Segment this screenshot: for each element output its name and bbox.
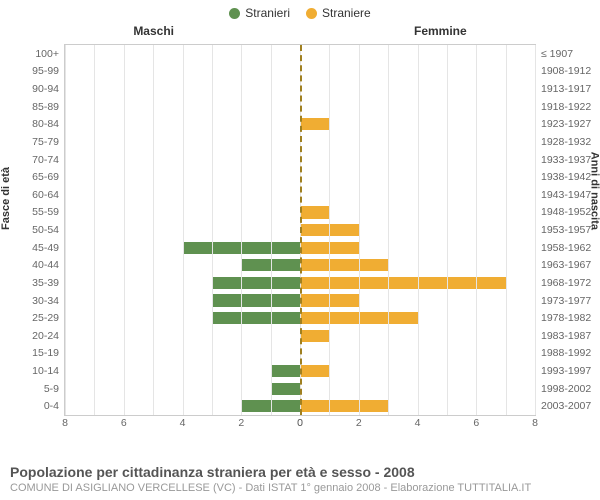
y-tick-right: 1933-1937 bbox=[535, 154, 597, 166]
legend-swatch-male bbox=[229, 8, 240, 19]
y-tick-right: 1988-1992 bbox=[535, 347, 597, 359]
y-tick-right: 1973-1977 bbox=[535, 295, 597, 307]
x-tick: 6 bbox=[121, 417, 127, 429]
y-tick-left: 45-49 bbox=[7, 242, 65, 254]
legend-swatch-female bbox=[306, 8, 317, 19]
gridline-v bbox=[447, 45, 448, 415]
y-tick-left: 65-69 bbox=[7, 171, 65, 183]
bar-male bbox=[271, 365, 300, 377]
gridline-v bbox=[271, 45, 272, 415]
y-tick-right: 1943-1947 bbox=[535, 189, 597, 201]
y-tick-right: 1928-1932 bbox=[535, 136, 597, 148]
y-tick-right: 1983-1987 bbox=[535, 330, 597, 342]
y-tick-left: 35-39 bbox=[7, 277, 65, 289]
plot-area: 100+≤ 190795-991908-191290-941913-191785… bbox=[64, 44, 536, 416]
y-tick-left: 20-24 bbox=[7, 330, 65, 342]
x-tick: 6 bbox=[473, 417, 479, 429]
y-tick-left: 100+ bbox=[7, 48, 65, 60]
y-tick-left: 30-34 bbox=[7, 295, 65, 307]
chart-area: Maschi Femmine Fasce di età Anni di nasc… bbox=[0, 20, 600, 440]
x-tick: 4 bbox=[415, 417, 421, 429]
y-tick-right: 1963-1967 bbox=[535, 259, 597, 271]
y-tick-right: 1908-1912 bbox=[535, 65, 597, 77]
y-tick-right: 1958-1962 bbox=[535, 242, 597, 254]
gridline-v bbox=[359, 45, 360, 415]
y-tick-left: 0-4 bbox=[7, 400, 65, 412]
y-tick-right: 1993-1997 bbox=[535, 365, 597, 377]
footer: Popolazione per cittadinanza straniera p… bbox=[10, 464, 590, 494]
y-tick-left: 55-59 bbox=[7, 206, 65, 218]
y-tick-left: 50-54 bbox=[7, 224, 65, 236]
y-tick-left: 10-14 bbox=[7, 365, 65, 377]
gridline-v bbox=[65, 45, 66, 415]
bar-female bbox=[300, 330, 329, 342]
legend-item-male: Stranieri bbox=[229, 6, 290, 20]
gridline-v bbox=[183, 45, 184, 415]
y-tick-left: 90-94 bbox=[7, 83, 65, 95]
x-axis: 8642002468 bbox=[65, 415, 535, 435]
legend: Stranieri Straniere bbox=[0, 0, 600, 20]
y-tick-right: 1913-1917 bbox=[535, 83, 597, 95]
gridline-v bbox=[506, 45, 507, 415]
gridline-v bbox=[124, 45, 125, 415]
bar-male bbox=[212, 312, 300, 324]
y-tick-right: 1938-1942 bbox=[535, 171, 597, 183]
y-tick-left: 60-64 bbox=[7, 189, 65, 201]
x-tick: 2 bbox=[356, 417, 362, 429]
x-tick: 4 bbox=[180, 417, 186, 429]
gridline-v bbox=[329, 45, 330, 415]
y-tick-right: 1968-1972 bbox=[535, 277, 597, 289]
gridline-v bbox=[476, 45, 477, 415]
bar-male bbox=[271, 383, 300, 395]
bar-male bbox=[212, 277, 300, 289]
gridline-v bbox=[388, 45, 389, 415]
gridline-v bbox=[241, 45, 242, 415]
x-tick: 2 bbox=[238, 417, 244, 429]
bar-male bbox=[212, 294, 300, 306]
column-titles: Maschi Femmine bbox=[0, 24, 600, 38]
y-tick-left: 5-9 bbox=[7, 383, 65, 395]
x-tick: 8 bbox=[62, 417, 68, 429]
y-tick-left: 75-79 bbox=[7, 136, 65, 148]
y-tick-right: 1923-1927 bbox=[535, 118, 597, 130]
column-title-left: Maschi bbox=[133, 24, 174, 38]
y-tick-right: ≤ 1907 bbox=[535, 48, 597, 60]
chart-title: Popolazione per cittadinanza straniera p… bbox=[10, 464, 590, 480]
y-tick-right: 1998-2002 bbox=[535, 383, 597, 395]
y-tick-right: 1953-1957 bbox=[535, 224, 597, 236]
bar-female bbox=[300, 259, 388, 271]
bar-female bbox=[300, 206, 329, 218]
chart-subtitle: COMUNE DI ASIGLIANO VERCELLESE (VC) - Da… bbox=[10, 482, 590, 494]
y-tick-right: 1948-1952 bbox=[535, 206, 597, 218]
legend-label-male: Stranieri bbox=[245, 6, 290, 20]
y-tick-right: 2003-2007 bbox=[535, 400, 597, 412]
gridline-v bbox=[212, 45, 213, 415]
y-tick-left: 15-19 bbox=[7, 347, 65, 359]
gridline-v bbox=[153, 45, 154, 415]
x-tick: 0 bbox=[297, 417, 303, 429]
gridline-v bbox=[535, 45, 536, 415]
column-title-right: Femmine bbox=[414, 24, 467, 38]
y-tick-left: 25-29 bbox=[7, 312, 65, 324]
y-tick-left: 85-89 bbox=[7, 101, 65, 113]
y-tick-left: 70-74 bbox=[7, 154, 65, 166]
gridline-v bbox=[94, 45, 95, 415]
bar-female bbox=[300, 118, 329, 130]
y-tick-left: 95-99 bbox=[7, 65, 65, 77]
y-tick-left: 80-84 bbox=[7, 118, 65, 130]
legend-label-female: Straniere bbox=[322, 6, 371, 20]
bar-female bbox=[300, 277, 506, 289]
center-line bbox=[300, 45, 302, 415]
y-tick-left: 40-44 bbox=[7, 259, 65, 271]
gridline-v bbox=[418, 45, 419, 415]
y-tick-right: 1918-1922 bbox=[535, 101, 597, 113]
y-tick-right: 1978-1982 bbox=[535, 312, 597, 324]
x-tick: 8 bbox=[532, 417, 538, 429]
bar-female bbox=[300, 400, 388, 412]
bar-female bbox=[300, 365, 329, 377]
legend-item-female: Straniere bbox=[306, 6, 371, 20]
